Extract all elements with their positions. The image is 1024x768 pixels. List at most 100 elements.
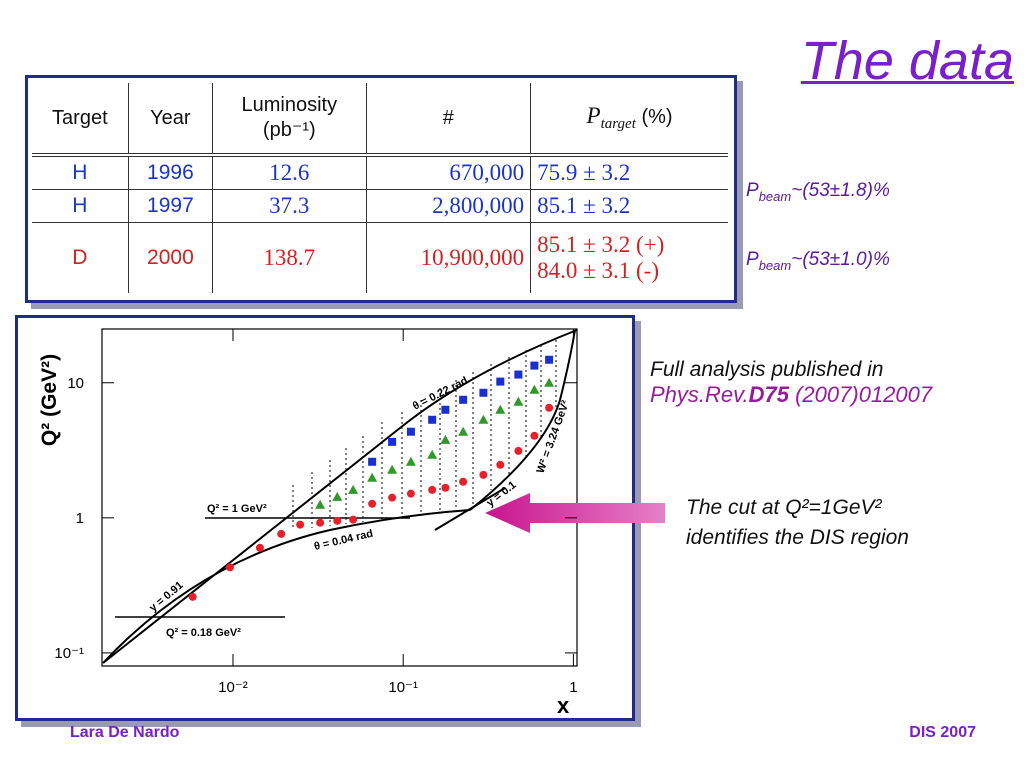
data-point <box>495 404 506 414</box>
cell-line: 84.0 ± 3.1 (-) <box>537 258 659 283</box>
y-tick-label: 10 <box>67 375 84 392</box>
header-cell: Luminosity (pb⁻¹) <box>212 83 367 157</box>
table-cell: 10,900,000 <box>365 222 531 293</box>
symbol: P <box>586 103 601 128</box>
table-cell: H <box>32 189 129 223</box>
table-cell: 670,000 <box>365 155 531 190</box>
cut-note: The cut at Q²=1GeV² identifies the DIS r… <box>686 493 909 553</box>
table-cell: 75.9 ± 3.2 <box>530 155 728 190</box>
reference: (2007)012007 <box>788 382 933 407</box>
arrow <box>485 493 665 533</box>
data-table: Target Year Luminosity (pb⁻¹) # Ptarget (%) H 1… <box>32 83 728 293</box>
x-tick-label: 10⁻¹ <box>388 679 418 696</box>
table-cell: 1996 <box>127 155 213 190</box>
table-frame: Target Year Luminosity (pb⁻¹) # Ptarget (%) H 1… <box>25 75 737 303</box>
data-point <box>496 377 505 386</box>
publication-line: Full analysis published in <box>650 358 884 381</box>
data-point <box>545 355 554 364</box>
table-cell: 1997 <box>127 189 213 223</box>
data-point <box>368 499 377 508</box>
header-line: (pb⁻¹) <box>262 119 316 141</box>
table-cell: 138.7 <box>212 222 367 293</box>
data-point <box>296 520 305 529</box>
table-row: D 2000 138.7 10,900,000 85.1 ± 3.2 (+) 84.0 ±… <box>32 222 728 293</box>
symbol: P <box>746 180 759 201</box>
data-point <box>405 456 416 466</box>
subscript: beam <box>758 188 792 204</box>
table-cell: 85.1 ± 3.2 (+) 84.0 ± 3.1 (-) <box>530 222 728 293</box>
data-point <box>479 470 488 479</box>
bin-lines <box>292 340 557 530</box>
table-row: H 1996 12.6 670,000 75.9 ± 3.2 <box>32 155 728 190</box>
w2-line <box>469 329 576 511</box>
cut-line: identifies the DIS region <box>686 526 909 549</box>
subscript: target <box>600 116 636 132</box>
beam-note: Pbeam~(53±1.0)% <box>746 249 890 273</box>
data-point <box>348 484 359 494</box>
journal-ref: Phys.Rev.D75 (2007)012007 <box>650 382 932 408</box>
footer-event: DIS 2007 <box>909 724 976 741</box>
value: ~(53±1.0)% <box>791 249 890 270</box>
data-point <box>514 446 523 455</box>
data-point <box>188 592 197 601</box>
volume: D75 <box>748 382 789 407</box>
value: ~(53±1.8)% <box>791 180 890 201</box>
header-cell: Ptarget (%) <box>530 83 728 157</box>
data-point <box>315 499 326 509</box>
header-line: Luminosity <box>241 94 338 116</box>
header-line: Target <box>52 106 108 129</box>
data-point <box>406 489 415 498</box>
slide-title: The data <box>800 31 1014 91</box>
data-point <box>479 388 488 397</box>
cell-line: 85.1 ± 3.2 <box>537 193 631 218</box>
theta-min-line <box>102 509 471 664</box>
data-point <box>529 384 540 394</box>
annotation: Q² = 0.18 GeV² <box>166 627 241 639</box>
y-axis-label: Q² (GeV²) <box>38 354 61 446</box>
data-point <box>530 361 539 370</box>
x-axis-label: x <box>557 693 570 718</box>
header-cell: Year <box>127 83 213 157</box>
data-point <box>513 396 524 406</box>
data-point <box>388 493 397 502</box>
data-point <box>458 426 469 436</box>
header-line: Year <box>150 106 191 129</box>
cut-line: The cut at Q²=1GeV² <box>686 496 882 519</box>
journal: Phys.Rev. <box>650 382 749 407</box>
data-point <box>225 563 234 572</box>
y-max-line <box>434 487 506 531</box>
header-row: Target Year Luminosity (pb⁻¹) # Ptarget (%) <box>32 83 728 157</box>
x-tick-label: 10⁻² <box>218 679 248 696</box>
publication-note: Full analysis published in Phys.Rev.D75 … <box>650 358 932 408</box>
data-point <box>459 395 468 404</box>
y-tick-label: 1 <box>76 510 84 527</box>
beam-note: Pbeam~(53±1.8)% <box>746 180 890 204</box>
header-cell: # <box>365 83 531 157</box>
data-point <box>406 427 415 436</box>
table-cell: 2,800,000 <box>365 189 531 223</box>
data-point <box>514 370 523 379</box>
table-cell: 85.1 ± 3.2 <box>530 189 728 223</box>
data-point <box>349 515 358 524</box>
data-point <box>368 457 377 466</box>
header-text: (%) <box>635 106 673 128</box>
table-cell: 12.6 <box>212 155 367 190</box>
data-point <box>530 431 539 440</box>
cell-line: 85.1 ± 3.2 (+) <box>537 232 665 257</box>
table-cell: 37.3 <box>212 189 367 223</box>
table-cell: H <box>32 155 129 190</box>
data-point <box>441 483 450 492</box>
data-point <box>544 377 555 387</box>
data-point <box>332 491 343 501</box>
table-cell: D <box>72 246 88 269</box>
data-point <box>545 403 554 412</box>
data-point <box>367 472 378 482</box>
table-row: H 1997 37.3 2,800,000 85.1 ± 3.2 <box>32 189 728 223</box>
data-point <box>440 434 451 444</box>
x-tick-label: 1 <box>569 679 577 696</box>
symbol: P <box>746 249 759 270</box>
data-point <box>496 460 505 469</box>
data-point <box>428 415 437 424</box>
header-line: # <box>442 106 454 129</box>
